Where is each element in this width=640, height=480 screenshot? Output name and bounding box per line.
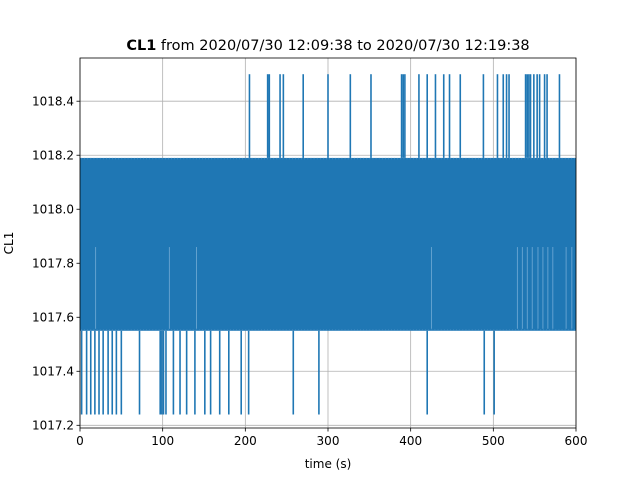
- chart-title-rest: from 2020/07/30 12:09:38 to 2020/07/30 1…: [156, 38, 529, 54]
- y-tick-label: 1017.4: [32, 364, 74, 378]
- series-dense-band: [80, 157, 576, 331]
- x-axis-ticks: 0 100 200 300 400 500 600: [76, 428, 587, 448]
- y-axis-label: CL1: [2, 232, 16, 255]
- y-tick-label: 1018.4: [32, 94, 74, 108]
- x-tick-label: 600: [565, 434, 588, 448]
- x-tick-label: 0: [76, 434, 84, 448]
- x-tick-label: 200: [234, 434, 257, 448]
- y-tick-label: 1017.8: [32, 256, 74, 270]
- x-tick-label: 100: [151, 434, 174, 448]
- x-tick-label: 400: [399, 434, 422, 448]
- y-tick-label: 1018.2: [32, 148, 74, 162]
- chart-title-bold: CL1: [126, 38, 156, 54]
- plot-series: [80, 74, 576, 415]
- y-tick-label: 1017.2: [32, 418, 74, 432]
- y-axis-ticks: 1017.2 1017.4 1017.6 1017.8 1018.0 1018.2 1018…: [32, 94, 80, 432]
- y-tick-label: 1018.0: [32, 202, 74, 216]
- x-tick-label: 300: [317, 434, 340, 448]
- chart-title: CL1 from 2020/07/30 12:09:38 to 2020/07/…: [126, 38, 529, 54]
- y-tick-label: 1017.6: [32, 310, 74, 324]
- x-axis-label: time (s): [305, 457, 352, 471]
- x-tick-label: 500: [482, 434, 505, 448]
